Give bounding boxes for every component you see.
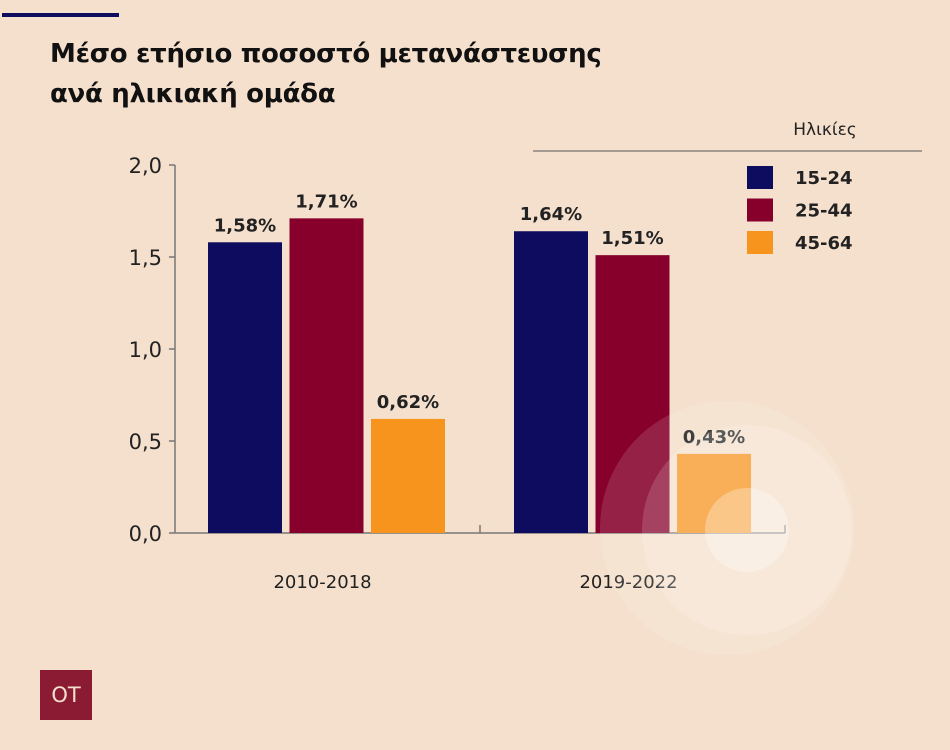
data-label: 1,64% bbox=[520, 204, 582, 225]
legend-label: 15-24 bbox=[795, 168, 853, 189]
title-line-2: ανά ηλικιακή ομάδα bbox=[50, 79, 336, 109]
legend-label: 45-64 bbox=[795, 233, 853, 254]
title-line-1: Μέσο ετήσιο ποσοστό μετανάστευσης bbox=[50, 39, 602, 69]
decorative-glow-middle bbox=[642, 425, 852, 635]
bar-45-64-2019-2022 bbox=[677, 453, 751, 533]
data-label: 1,71% bbox=[295, 191, 357, 212]
decorative-glow-outer bbox=[600, 401, 854, 655]
legend-title: Ηλικίες bbox=[793, 120, 857, 140]
ot-logo: OT bbox=[40, 670, 92, 720]
y-tick-label: 1,5 bbox=[129, 246, 162, 270]
y-tick-label: 2,0 bbox=[129, 154, 162, 178]
y-tick-label: 0,5 bbox=[129, 430, 162, 454]
y-tick-label: 1,0 bbox=[129, 338, 162, 362]
bar-25-44-2019-2022 bbox=[595, 255, 670, 533]
legend-label: 25-44 bbox=[795, 201, 853, 222]
legend-swatch-15-24 bbox=[747, 166, 773, 189]
chart-title: Μέσο ετήσιο ποσοστό μετανάστευσης ανά ηλ… bbox=[50, 34, 602, 114]
y-tick-label: 0,0 bbox=[129, 522, 162, 546]
decorative-glow-inner bbox=[705, 488, 789, 572]
legend-swatch-25-44 bbox=[747, 198, 773, 222]
bar-15-24-2010-2018 bbox=[208, 242, 282, 533]
x-category-label: 2019-2022 bbox=[579, 572, 677, 593]
bar-15-24-2019-2022 bbox=[514, 231, 588, 534]
data-label: 1,58% bbox=[214, 215, 276, 236]
legend-swatch-45-64 bbox=[747, 231, 773, 254]
bar-25-44-2010-2018 bbox=[289, 218, 364, 534]
bar-45-64-2010-2018 bbox=[371, 418, 445, 533]
x-category-label: 2010-2018 bbox=[273, 572, 371, 593]
data-label: 0,43% bbox=[683, 427, 745, 448]
data-label: 1,51% bbox=[601, 228, 663, 249]
top-accent-bar bbox=[2, 13, 119, 17]
data-label: 0,62% bbox=[377, 392, 439, 413]
